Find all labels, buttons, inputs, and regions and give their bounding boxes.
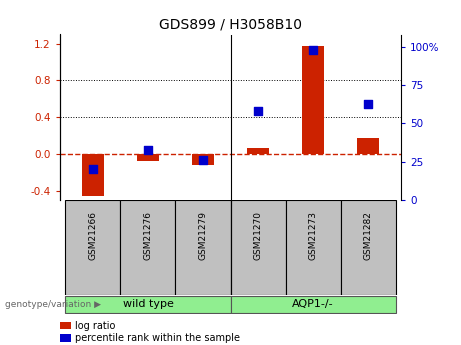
Bar bbox=[137, 154, 159, 161]
Text: GSM21282: GSM21282 bbox=[364, 211, 372, 260]
Point bbox=[309, 47, 317, 52]
Bar bbox=[120, 200, 176, 295]
Point bbox=[199, 157, 207, 163]
Point bbox=[254, 108, 262, 114]
Bar bbox=[302, 46, 324, 154]
Bar bbox=[82, 154, 104, 196]
Bar bbox=[247, 148, 269, 154]
Text: GSM21266: GSM21266 bbox=[89, 211, 97, 260]
Bar bbox=[230, 200, 285, 295]
Bar bbox=[357, 138, 379, 154]
Bar bbox=[230, 296, 396, 313]
Text: GSM21276: GSM21276 bbox=[143, 211, 153, 260]
Point bbox=[89, 167, 97, 172]
Title: GDS899 / H3058B10: GDS899 / H3058B10 bbox=[159, 18, 302, 32]
Bar bbox=[65, 296, 230, 313]
Point bbox=[144, 147, 152, 152]
Text: GSM21279: GSM21279 bbox=[199, 211, 207, 260]
Bar bbox=[65, 200, 120, 295]
Bar bbox=[341, 200, 396, 295]
Bar bbox=[285, 200, 341, 295]
Text: log ratio: log ratio bbox=[75, 321, 115, 331]
Text: wild type: wild type bbox=[123, 299, 173, 309]
Text: GSM21273: GSM21273 bbox=[308, 211, 318, 260]
Bar bbox=[192, 154, 214, 165]
Text: AQP1-/-: AQP1-/- bbox=[292, 299, 334, 309]
Text: percentile rank within the sample: percentile rank within the sample bbox=[75, 333, 240, 343]
Text: genotype/variation ▶: genotype/variation ▶ bbox=[5, 300, 100, 309]
Text: GSM21270: GSM21270 bbox=[254, 211, 262, 260]
Bar bbox=[176, 200, 230, 295]
Point bbox=[364, 101, 372, 106]
